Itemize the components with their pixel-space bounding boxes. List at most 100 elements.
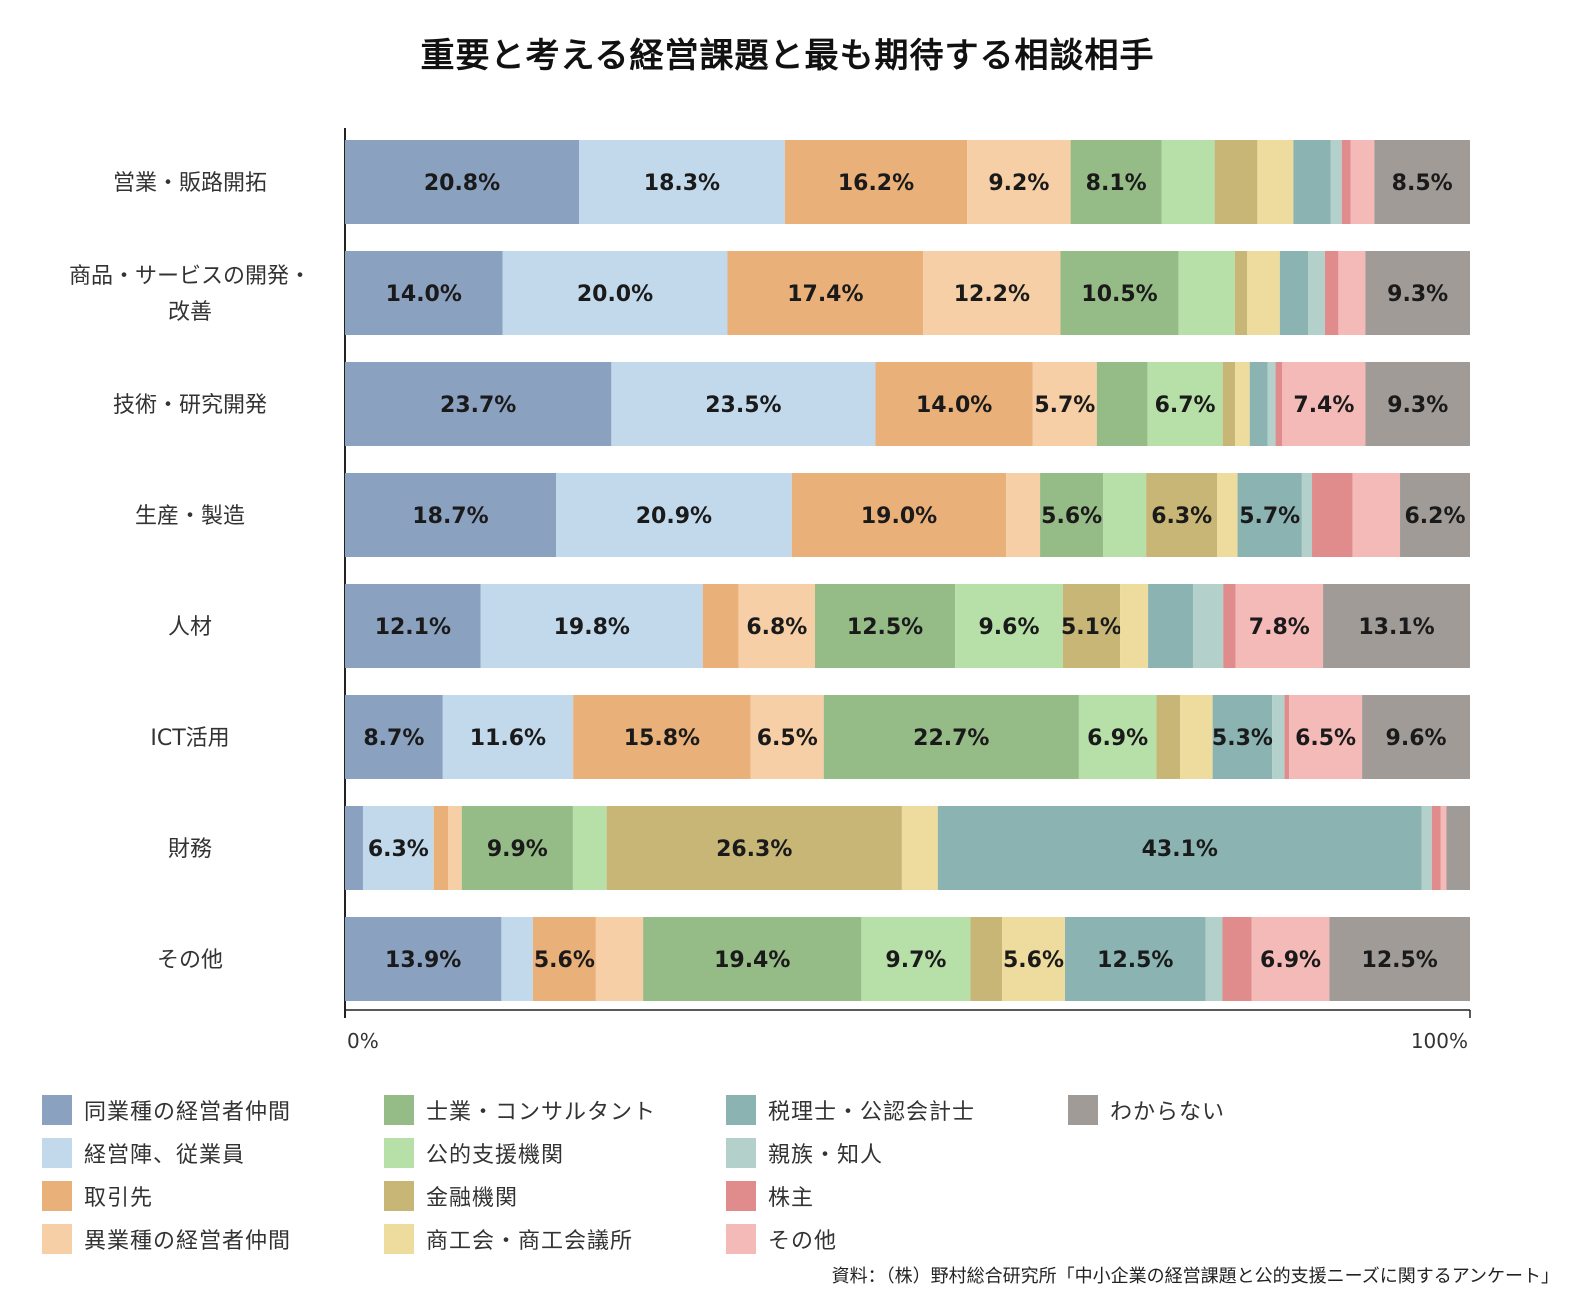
category-label: 財務 [168, 837, 212, 862]
data-label: 15.8% [624, 726, 700, 751]
bar-segment [1374, 140, 1471, 224]
data-label: 14.0% [916, 393, 992, 418]
legend-item: 士業・コンサルタント [384, 1094, 714, 1126]
data-label: 5.6% [1041, 504, 1102, 529]
bar-segment [1440, 806, 1447, 890]
data-label: 19.4% [714, 948, 790, 973]
data-label: 6.7% [1155, 393, 1216, 418]
bar-segment [784, 140, 968, 224]
bar-segment [1040, 473, 1104, 557]
data-label: 43.1% [1142, 837, 1218, 862]
bar-segment [955, 584, 1063, 668]
category-label: 人材 [168, 615, 212, 640]
data-label: 12.1% [375, 615, 451, 640]
legend-label: 異業種の経営者仲間 [84, 1229, 292, 1254]
legend-label: 親族・知人 [768, 1143, 884, 1168]
bar-segment [1235, 584, 1324, 668]
data-label: 12.2% [954, 282, 1030, 307]
bar-segment [1060, 251, 1179, 335]
legend-item: 経営陣、従業員 [42, 1137, 372, 1169]
bar-segment [345, 251, 503, 335]
data-label: 5.7% [1034, 393, 1095, 418]
bar-segment [1362, 695, 1470, 779]
bar-segment [1214, 140, 1258, 224]
bar-segment [1178, 251, 1235, 335]
bar-segment [1161, 140, 1215, 224]
bar-segment [1235, 362, 1250, 446]
data-label: 6.2% [1405, 504, 1466, 529]
bar-segment [1156, 695, 1181, 779]
bar-segment [875, 362, 1033, 446]
bar-segment [1352, 473, 1401, 557]
bar-segment [461, 806, 573, 890]
data-label: 6.8% [746, 615, 807, 640]
bar-segment [345, 473, 557, 557]
bar-segment [1222, 362, 1236, 446]
bar-segment [573, 695, 751, 779]
bar-segment [1341, 140, 1351, 224]
bar-segment [1267, 362, 1276, 446]
bar-segment [1272, 695, 1285, 779]
source-note: 資料：（株）野村総合研究所「中小企業の経営課題と公的支援ニーズに関するアンケート… [831, 1266, 1559, 1287]
data-label: 20.9% [636, 504, 712, 529]
bar-segment [1330, 140, 1342, 224]
bar-segment [1147, 362, 1223, 446]
bar-segment [702, 584, 739, 668]
legend-label: 公的支援機関 [426, 1143, 565, 1168]
bar-segment [532, 917, 596, 1001]
data-label: 23.5% [705, 393, 781, 418]
bar-segment [967, 140, 1071, 224]
bar-segment [1222, 917, 1252, 1001]
data-label: 6.9% [1087, 726, 1148, 751]
legend-item: 税理士・公認会計士 [726, 1094, 1056, 1126]
bar-segment [362, 806, 434, 890]
legend-swatch [726, 1138, 756, 1168]
data-label: 6.5% [1295, 726, 1356, 751]
data-label: 8.1% [1086, 171, 1147, 196]
bar-segment [1289, 695, 1363, 779]
legend-swatch [1068, 1095, 1098, 1125]
bar-segment [1275, 362, 1283, 446]
bar-segment [1312, 473, 1353, 557]
data-label: 10.5% [1081, 282, 1157, 307]
bar-segment [1329, 917, 1471, 1001]
bar-segment [1293, 140, 1331, 224]
legend-swatch [384, 1224, 414, 1254]
data-label: 19.0% [861, 504, 937, 529]
bar-segment [1212, 695, 1273, 779]
bar-segment [1192, 584, 1224, 668]
category-label: 技術・研究開発 [113, 393, 267, 418]
bar-segment [643, 917, 862, 1001]
data-label: 14.0% [386, 282, 462, 307]
data-label: 6.3% [1151, 504, 1212, 529]
legend-item: わからない [1068, 1094, 1398, 1126]
data-label: 8.7% [363, 726, 424, 751]
bar-segment [1223, 584, 1236, 668]
data-label: 9.6% [979, 615, 1040, 640]
data-label: 11.6% [470, 726, 546, 751]
bar-segment [1421, 806, 1432, 890]
legend-label: 商工会・商工会議所 [426, 1229, 634, 1254]
bar-segment [611, 362, 876, 446]
data-label: 17.4% [787, 282, 863, 307]
bar-segment [1234, 251, 1248, 335]
data-label: 13.1% [1358, 615, 1434, 640]
legend-item: 金融機関 [384, 1180, 714, 1212]
bar-segment [1323, 584, 1470, 668]
bar-segment [861, 917, 971, 1001]
bar-segment [502, 251, 728, 335]
legend-swatch [384, 1181, 414, 1211]
bar-segment [1400, 473, 1470, 557]
bar-segment [1096, 362, 1148, 446]
legend-label: 税理士・公認会計士 [768, 1100, 976, 1125]
bar-segment [1365, 362, 1470, 446]
bar-segment [1062, 584, 1121, 668]
legend-label: 金融機関 [426, 1186, 519, 1211]
data-label: 5.3% [1212, 726, 1273, 751]
x-tick-label: 100% [1411, 1029, 1468, 1053]
legend-label: 経営陣、従業員 [84, 1143, 246, 1168]
legend-swatch [384, 1138, 414, 1168]
bar-segment [1257, 140, 1294, 224]
bar-segment [738, 584, 815, 668]
